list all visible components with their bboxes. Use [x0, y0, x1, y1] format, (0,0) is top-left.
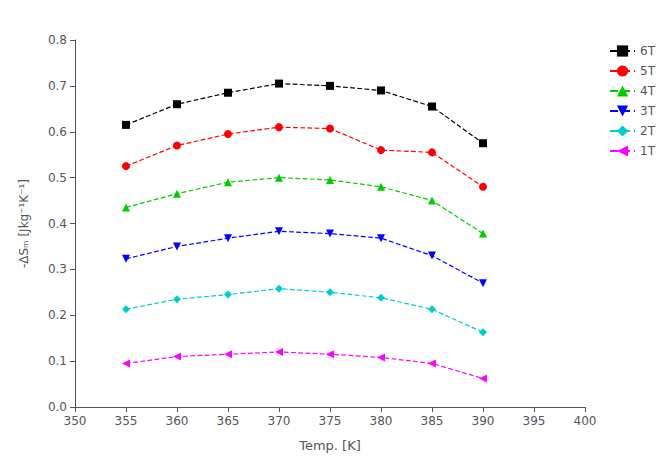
svg-text:1T: 1T — [640, 144, 656, 158]
svg-text:390: 390 — [472, 414, 495, 428]
svg-text:375: 375 — [319, 414, 342, 428]
svg-text:0.1: 0.1 — [48, 354, 67, 368]
svg-text:Temp. [K]: Temp. [K] — [298, 438, 361, 453]
svg-text:400: 400 — [574, 414, 597, 428]
svg-text:5T: 5T — [640, 64, 656, 78]
svg-text:-ΔSₘ [Jkg⁻¹K⁻¹]: -ΔSₘ [Jkg⁻¹K⁻¹] — [17, 179, 31, 268]
svg-text:0.2: 0.2 — [48, 308, 67, 322]
svg-text:365: 365 — [217, 414, 240, 428]
svg-text:0.4: 0.4 — [48, 217, 67, 231]
svg-text:360: 360 — [166, 414, 189, 428]
svg-text:0.0: 0.0 — [48, 400, 67, 414]
svg-text:0.6: 0.6 — [48, 125, 67, 139]
svg-text:0.5: 0.5 — [48, 171, 67, 185]
svg-text:350: 350 — [64, 414, 87, 428]
svg-text:395: 395 — [523, 414, 546, 428]
svg-text:355: 355 — [115, 414, 138, 428]
svg-text:2T: 2T — [640, 124, 656, 138]
svg-text:380: 380 — [370, 414, 393, 428]
svg-text:0.7: 0.7 — [48, 79, 67, 93]
svg-text:4T: 4T — [640, 84, 656, 98]
svg-text:6T: 6T — [640, 44, 656, 58]
svg-text:0.3: 0.3 — [48, 262, 67, 276]
svg-text:3T: 3T — [640, 104, 656, 118]
svg-text:370: 370 — [268, 414, 291, 428]
svg-text:385: 385 — [421, 414, 444, 428]
svg-text:0.8: 0.8 — [48, 33, 67, 47]
